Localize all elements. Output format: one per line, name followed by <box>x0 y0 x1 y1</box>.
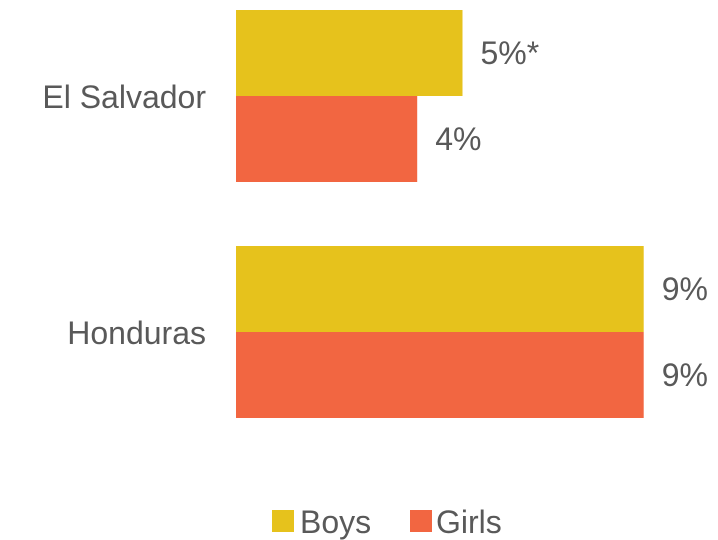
data-label: 4% <box>435 121 481 157</box>
legend: Boys Girls <box>272 504 502 540</box>
data-label: 5%* <box>481 35 540 71</box>
bar-boys-el-salvador <box>236 10 463 96</box>
legend-swatch-boys <box>272 510 294 532</box>
bars-group <box>236 10 644 418</box>
legend-label-boys: Boys <box>300 504 371 540</box>
legend-swatch-girls <box>410 510 432 532</box>
data-label: 9% <box>662 357 708 393</box>
bar-boys-honduras <box>236 246 644 332</box>
bar-girls-honduras <box>236 332 644 418</box>
labels-group: El Salvador 5%* 4% Honduras 9% 9% <box>42 35 708 393</box>
category-label: Honduras <box>67 315 206 351</box>
bar-girls-el-salvador <box>236 96 418 182</box>
data-label: 9% <box>662 271 708 307</box>
category-label: El Salvador <box>42 79 206 115</box>
legend-label-girls: Girls <box>436 504 502 540</box>
